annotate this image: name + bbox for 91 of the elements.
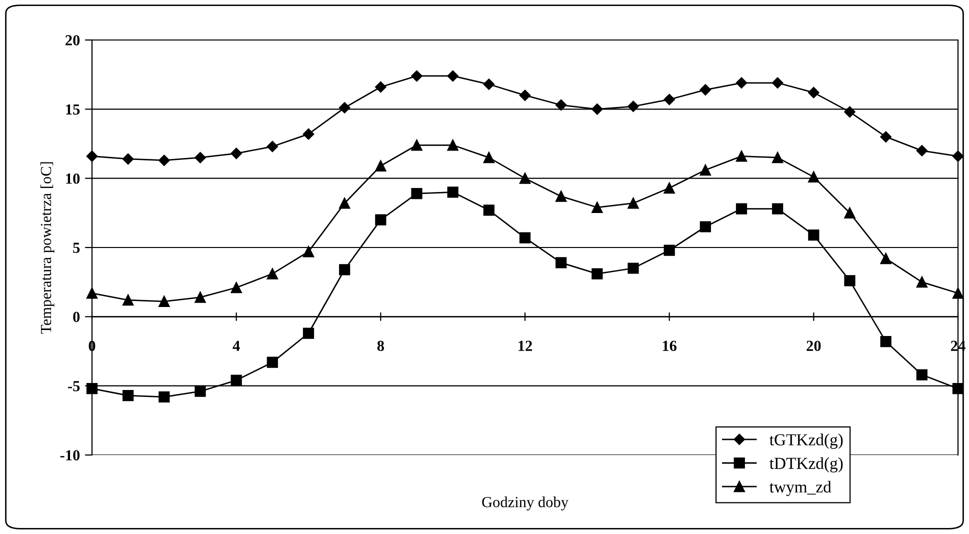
point	[158, 296, 170, 308]
point	[952, 150, 964, 162]
point	[302, 246, 314, 258]
point	[230, 282, 242, 294]
x-tick-label: 12	[518, 340, 532, 351]
point	[122, 390, 134, 402]
point	[339, 198, 350, 209]
point	[483, 204, 494, 216]
point	[122, 294, 134, 306]
point	[483, 152, 494, 164]
point	[194, 386, 206, 397]
y-tick-label: -5	[68, 381, 80, 392]
point	[772, 152, 784, 164]
point	[86, 288, 98, 299]
y-tick-label: 20	[66, 35, 80, 46]
point	[375, 160, 386, 172]
point	[772, 77, 784, 88]
point	[302, 328, 314, 339]
point	[592, 202, 603, 213]
point	[808, 229, 820, 241]
point	[339, 264, 350, 276]
x-axis-title: Godziny doby	[482, 496, 568, 510]
point	[447, 70, 458, 82]
point	[952, 383, 964, 394]
point	[628, 100, 639, 112]
point	[736, 203, 748, 214]
point	[230, 374, 242, 386]
y-tick-label: 15	[66, 104, 80, 115]
point	[519, 172, 531, 184]
point	[664, 244, 675, 256]
point	[664, 182, 675, 194]
point	[880, 131, 892, 142]
point	[808, 86, 820, 98]
y-axis-title: Temperatura powietrza [oC]	[40, 162, 54, 334]
x-tick-label: 4	[232, 340, 240, 351]
point	[266, 268, 278, 280]
point	[628, 262, 639, 274]
point	[483, 78, 495, 90]
point	[158, 391, 170, 402]
point	[916, 145, 928, 156]
point	[194, 152, 206, 164]
point	[555, 99, 567, 111]
point	[664, 94, 675, 106]
point	[916, 276, 928, 288]
x-tick-label: 20	[806, 340, 821, 352]
point	[700, 84, 712, 96]
point	[844, 106, 856, 118]
point	[628, 198, 639, 209]
point	[411, 70, 422, 82]
point	[411, 188, 422, 200]
legend-label: twym_zd	[770, 480, 832, 496]
point	[447, 186, 458, 198]
point	[556, 257, 567, 268]
x-tick-label: 16	[662, 340, 677, 352]
point	[700, 164, 711, 176]
point	[230, 148, 242, 160]
point	[194, 292, 206, 303]
point	[844, 275, 856, 286]
point	[519, 232, 531, 244]
point	[844, 207, 856, 218]
x-tick-label: 8	[377, 340, 384, 352]
y-tick-label: 0	[73, 312, 80, 322]
point	[916, 369, 928, 380]
point	[447, 140, 458, 151]
point	[808, 171, 820, 183]
y-tick-label: 5	[73, 242, 80, 253]
point	[338, 102, 350, 114]
point	[375, 81, 386, 93]
point	[158, 154, 170, 166]
point	[736, 150, 748, 162]
legend-label: tDTKzd(g)	[770, 457, 843, 472]
legend-label: tGTKzd(g)	[770, 434, 843, 449]
point	[952, 288, 964, 299]
point	[592, 104, 603, 115]
point	[592, 268, 603, 280]
point	[411, 140, 422, 151]
point	[519, 90, 531, 101]
point	[880, 336, 892, 348]
point	[266, 356, 278, 368]
point	[302, 128, 314, 140]
point	[556, 190, 567, 202]
point	[772, 203, 784, 214]
point	[880, 253, 892, 264]
point	[86, 150, 98, 162]
point	[266, 140, 278, 152]
y-tick-label: 10	[66, 173, 80, 184]
point	[700, 221, 711, 232]
point	[736, 77, 748, 88]
point	[375, 214, 386, 226]
point	[122, 153, 134, 165]
y-tick-label: -10	[60, 450, 80, 460]
